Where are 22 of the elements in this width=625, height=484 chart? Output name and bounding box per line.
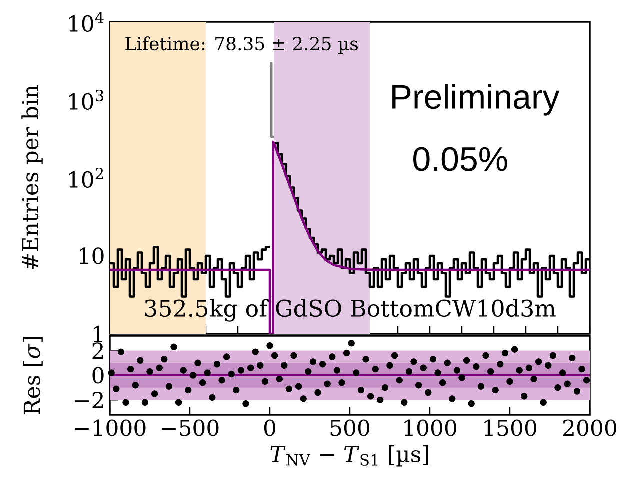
y-tick-label: 10 — [80, 248, 104, 264]
x-tick-label: −500 — [162, 420, 219, 436]
annotation: 0.05% — [414, 147, 508, 172]
x-tick-label: 1500 — [484, 420, 537, 436]
y-tick-label: 10$^{4}$ — [70, 12, 104, 32]
y-tick-label: 0 — [92, 367, 104, 384]
x-tick-label: 0 — [264, 420, 276, 436]
x-tick-label: −1000 — [75, 420, 146, 436]
x-axis-title: T$_{NV}$ − T$_{S1}$ [µs] — [270, 445, 428, 467]
y-tick-label: 10$^{3}$ — [70, 90, 104, 110]
x-tick-label: 500 — [330, 420, 370, 436]
annotation: 352.5kg of GdSO BottomCW10d3m — [145, 299, 556, 322]
y-axis-title: Res [σ] — [23, 337, 43, 415]
y-tick-label: 10$^{2}$ — [70, 168, 104, 188]
y-axis-title: #Entries per bin — [22, 85, 43, 270]
x-tick-label: 1000 — [404, 420, 457, 436]
y-tick-label: 1 — [94, 326, 102, 342]
y-tick-label: −2 — [75, 392, 104, 408]
annotation: Lifetime: 78.35 ± 2.25 µs — [126, 36, 358, 54]
x-tick-label: 2000 — [563, 420, 617, 436]
annotation: Preliminary — [392, 84, 560, 116]
y-tick-label: 2 — [92, 342, 104, 359]
